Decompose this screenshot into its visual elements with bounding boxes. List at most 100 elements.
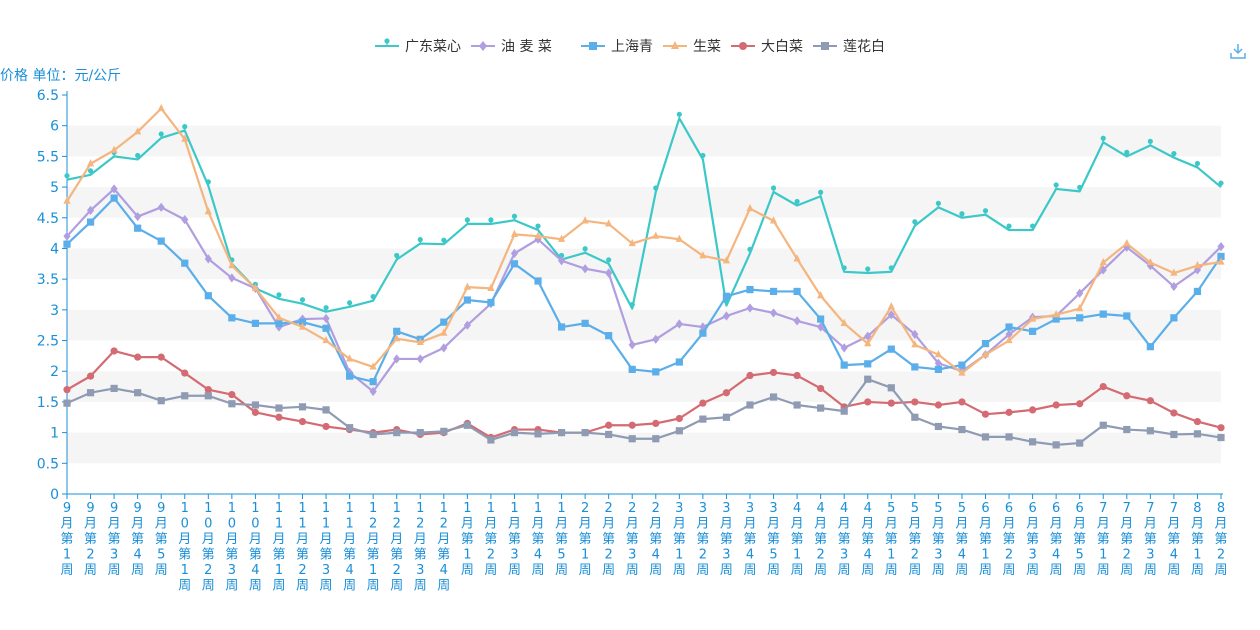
data-point[interactable]: [416, 337, 424, 345]
data-point[interactable]: [1005, 408, 1013, 416]
data-point[interactable]: [746, 401, 754, 409]
data-point[interactable]: [157, 353, 165, 361]
data-point[interactable]: [204, 386, 212, 394]
data-point[interactable]: [1005, 323, 1013, 331]
data-point[interactable]: [722, 389, 731, 397]
data-point[interactable]: [746, 371, 754, 380]
data-point[interactable]: [628, 435, 636, 443]
data-point[interactable]: [63, 386, 71, 394]
data-point[interactable]: [793, 401, 801, 409]
data-point[interactable]: [1076, 400, 1084, 408]
data-point[interactable]: [1076, 304, 1084, 312]
data-point[interactable]: [818, 189, 824, 197]
data-point[interactable]: [1170, 268, 1178, 276]
data-point[interactable]: [1028, 406, 1037, 414]
data-point[interactable]: [1217, 242, 1225, 252]
data-point[interactable]: [864, 360, 872, 368]
data-point[interactable]: [1099, 310, 1107, 318]
data-point[interactable]: [181, 215, 189, 225]
data-point[interactable]: [722, 413, 731, 421]
data-point[interactable]: [298, 417, 307, 426]
data-point[interactable]: [110, 347, 118, 355]
legend-item-4[interactable]: 大白菜: [731, 39, 803, 55]
data-point[interactable]: [1005, 433, 1013, 441]
data-point[interactable]: [887, 399, 895, 407]
data-point[interactable]: [887, 310, 895, 320]
data-point[interactable]: [934, 350, 942, 358]
data-point[interactable]: [1146, 261, 1154, 271]
legend-item-5[interactable]: 莲花白: [813, 39, 885, 55]
data-point[interactable]: [182, 124, 188, 131]
data-point[interactable]: [157, 103, 165, 112]
data-point[interactable]: [487, 436, 495, 444]
data-point[interactable]: [298, 322, 307, 330]
data-point[interactable]: [958, 425, 966, 434]
data-point[interactable]: [251, 401, 260, 409]
data-point[interactable]: [793, 254, 801, 262]
data-point[interactable]: [605, 332, 613, 340]
data-point[interactable]: [746, 303, 754, 313]
data-point[interactable]: [86, 389, 95, 397]
data-point[interactable]: [322, 313, 330, 324]
data-point[interactable]: [63, 231, 71, 241]
data-point[interactable]: [747, 246, 753, 254]
data-point[interactable]: [699, 415, 707, 423]
data-point[interactable]: [1170, 430, 1178, 439]
data-point[interactable]: [1005, 329, 1013, 339]
data-point[interactable]: [1123, 312, 1131, 320]
data-point[interactable]: [1193, 430, 1202, 438]
data-point[interactable]: [346, 372, 354, 380]
data-point[interactable]: [557, 256, 566, 266]
data-point[interactable]: [699, 329, 707, 337]
data-point[interactable]: [934, 365, 942, 373]
legend-item-0[interactable]: 广东菜心: [375, 38, 461, 55]
data-point[interactable]: [1170, 314, 1178, 322]
data-point[interactable]: [982, 208, 989, 215]
data-point[interactable]: [441, 237, 447, 245]
data-point[interactable]: [722, 292, 731, 300]
data-point[interactable]: [440, 328, 448, 336]
data-point[interactable]: [958, 361, 966, 369]
data-point[interactable]: [1193, 287, 1202, 296]
data-point[interactable]: [1099, 421, 1107, 429]
data-point[interactable]: [722, 256, 731, 264]
data-point[interactable]: [652, 334, 660, 344]
data-point[interactable]: [1170, 409, 1178, 417]
data-point[interactable]: [769, 216, 778, 224]
data-point[interactable]: [370, 294, 376, 301]
data-point[interactable]: [135, 152, 141, 160]
data-point[interactable]: [675, 358, 683, 366]
data-point[interactable]: [463, 421, 471, 429]
data-point[interactable]: [369, 386, 377, 397]
data-point[interactable]: [1029, 223, 1036, 231]
data-point[interactable]: [204, 207, 212, 215]
data-point[interactable]: [347, 300, 353, 307]
data-point[interactable]: [416, 354, 424, 364]
data-point[interactable]: [840, 361, 848, 369]
data-point[interactable]: [204, 254, 212, 264]
data-point[interactable]: [1217, 257, 1225, 265]
data-point[interactable]: [346, 424, 354, 432]
data-point[interactable]: [393, 327, 401, 335]
data-point[interactable]: [628, 365, 636, 373]
data-point[interactable]: [463, 320, 471, 330]
data-point[interactable]: [463, 282, 471, 290]
data-point[interactable]: [911, 329, 919, 339]
data-point[interactable]: [1099, 382, 1107, 391]
data-point[interactable]: [110, 194, 118, 202]
data-point[interactable]: [864, 398, 872, 406]
data-point[interactable]: [1217, 424, 1225, 432]
data-point[interactable]: [1076, 314, 1084, 322]
data-point[interactable]: [511, 213, 518, 221]
data-point[interactable]: [64, 173, 70, 180]
data-point[interactable]: [369, 430, 377, 439]
data-point[interactable]: [557, 234, 566, 242]
data-point[interactable]: [557, 429, 566, 437]
data-point[interactable]: [110, 184, 118, 194]
data-point[interactable]: [440, 427, 448, 435]
legend-item-3[interactable]: 生菜: [663, 39, 721, 55]
data-point[interactable]: [582, 246, 588, 253]
data-point[interactable]: [535, 223, 541, 231]
data-point[interactable]: [911, 398, 919, 406]
data-point[interactable]: [699, 251, 707, 259]
